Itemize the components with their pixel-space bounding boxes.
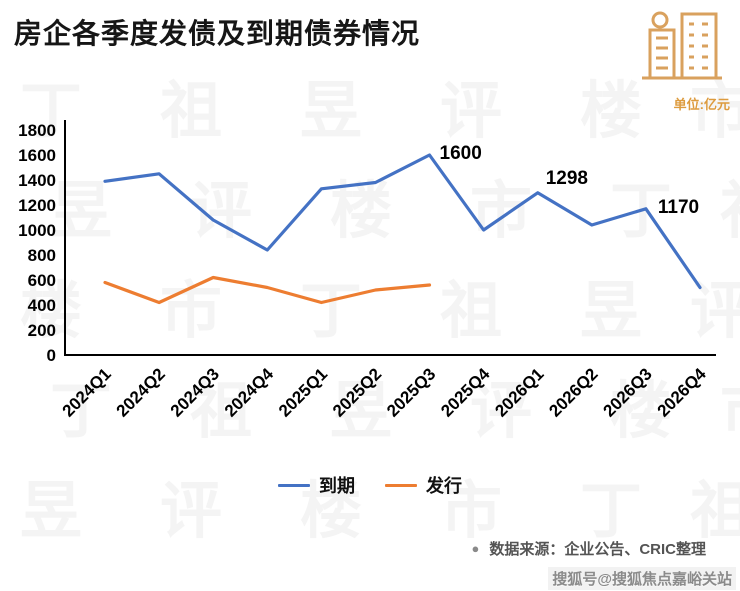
series-line-到期 — [103, 153, 702, 290]
legend-label: 到期 — [319, 476, 355, 496]
x-category-label: 2026Q3 — [600, 364, 656, 420]
point-label: 1298 — [546, 168, 588, 189]
x-category-label: 2025Q4 — [437, 364, 494, 421]
chart-axes — [64, 120, 716, 356]
page-title: 房企各季度发债及到期债券情况 — [14, 18, 421, 49]
y-tick-label: 800 — [28, 246, 56, 265]
x-category-label: 2026Q2 — [545, 364, 601, 420]
unit-label: 单位:亿元 — [673, 97, 730, 112]
y-tick-label: 400 — [28, 296, 56, 315]
data-source-text: 数据来源：企业公告、CRIC整理 — [489, 541, 706, 558]
line-chart: 0 200 400 600 800 1000 1200 1400 1600 1800 2024Q1 2… — [0, 108, 740, 468]
x-category-label: 2026Q4 — [654, 364, 711, 421]
x-category-label: 2024Q3 — [167, 364, 223, 420]
y-tick-label: 600 — [28, 271, 56, 290]
series-line-发行 — [103, 275, 432, 305]
building-logo-icon — [642, 11, 722, 80]
y-tick-label: 0 — [47, 346, 56, 365]
y-tick-label: 1800 — [18, 121, 56, 140]
y-tick-label: 1600 — [18, 146, 56, 165]
x-category-label: 2024Q4 — [221, 364, 278, 421]
sohu-watermark: 搜狐号@搜狐焦点嘉峪关站 — [548, 567, 736, 590]
legend-item-到期: 到期 — [278, 472, 355, 498]
source-bullet-icon: ● — [471, 541, 480, 556]
legend-item-发行: 发行 — [385, 472, 462, 498]
legend-line-icon — [385, 483, 417, 487]
data-source-row: ● 数据来源：企业公告、CRIC整理 — [471, 538, 706, 559]
x-category-label: 2024Q2 — [113, 364, 169, 420]
legend-label: 发行 — [426, 476, 462, 496]
x-category-label: 2026Q1 — [491, 364, 547, 420]
y-tick-label: 1000 — [18, 221, 56, 240]
point-label: 1170 — [658, 197, 699, 218]
chart-legend: 到期 发行 — [0, 472, 740, 498]
x-category-label: 2025Q3 — [383, 364, 439, 420]
y-tick-label: 1200 — [18, 196, 56, 215]
x-category-label: 2025Q2 — [329, 364, 385, 420]
x-category-label: 2025Q1 — [275, 364, 331, 420]
y-tick-label: 1400 — [18, 171, 56, 190]
point-label: 1600 — [440, 143, 482, 164]
x-category-label: 2024Q1 — [59, 364, 115, 420]
legend-line-icon — [278, 483, 310, 487]
y-tick-label: 200 — [28, 321, 56, 340]
